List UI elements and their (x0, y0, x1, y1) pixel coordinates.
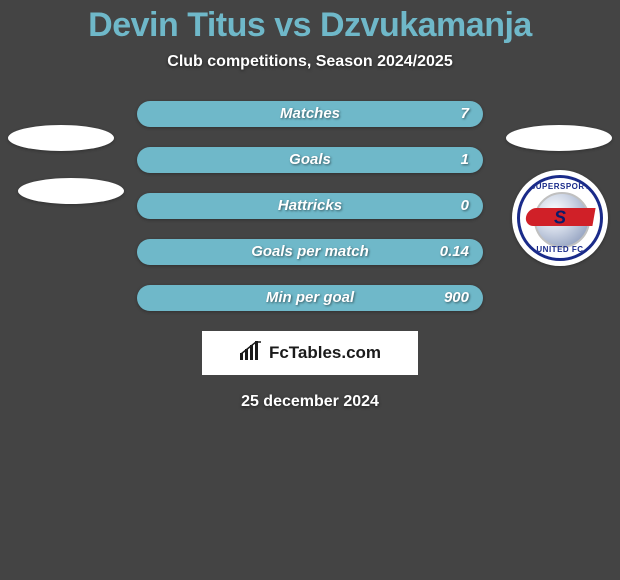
stat-label: Goals (137, 147, 483, 173)
stat-value: 1 (461, 147, 469, 173)
comparison-card: Devin Titus vs Dzvukamanja Club competit… (0, 0, 620, 580)
stats-list: Matches 7 Goals 1 Hattricks 0 Goals per … (0, 101, 620, 311)
stat-label: Goals per match (137, 239, 483, 265)
stat-row: Hattricks 0 (137, 193, 483, 219)
branding-box[interactable]: FcTables.com (202, 331, 418, 375)
stat-label: Matches (137, 101, 483, 127)
stat-value: 900 (444, 285, 469, 311)
snapshot-date: 25 december 2024 (0, 393, 620, 411)
page-subtitle: Club competitions, Season 2024/2025 (0, 53, 620, 71)
stat-row: Matches 7 (137, 101, 483, 127)
stat-row: Goals 1 (137, 147, 483, 173)
stat-value: 0.14 (440, 239, 469, 265)
stat-row: Min per goal 900 (137, 285, 483, 311)
page-title: Devin Titus vs Dzvukamanja (0, 0, 620, 45)
stat-label: Min per goal (137, 285, 483, 311)
brand-name: FcTables.com (269, 343, 381, 363)
stat-value: 0 (461, 193, 469, 219)
stat-row: Goals per match 0.14 (137, 239, 483, 265)
stat-value: 7 (461, 101, 469, 127)
chart-icon (239, 341, 263, 366)
stat-label: Hattricks (137, 193, 483, 219)
